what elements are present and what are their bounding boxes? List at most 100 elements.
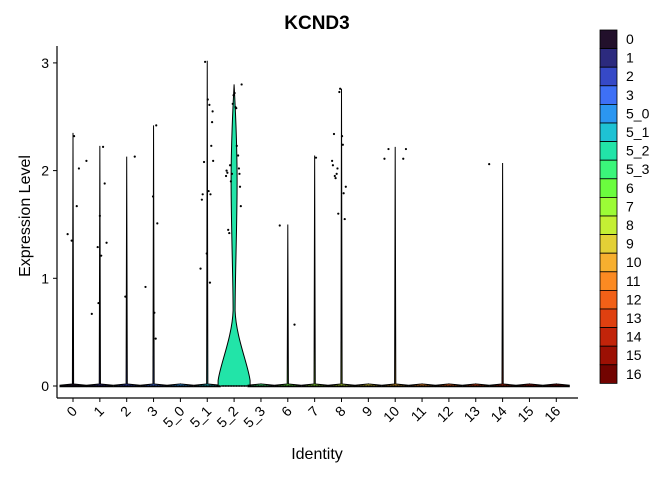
zero-point	[140, 385, 143, 387]
data-point	[153, 311, 156, 314]
zero-point	[109, 385, 112, 387]
x-tick-label: 5_0	[160, 403, 188, 431]
zero-point	[460, 385, 462, 387]
zero-point	[562, 385, 565, 387]
zero-point	[344, 385, 347, 387]
zero-point	[230, 385, 233, 387]
x-tick-label: 0	[63, 403, 80, 420]
zero-point	[553, 385, 555, 387]
zero-point	[175, 385, 178, 387]
zero-point	[341, 385, 344, 387]
data-point	[334, 177, 337, 180]
zero-point	[77, 385, 80, 387]
zero-point	[222, 385, 225, 387]
x-tick-label: 11	[408, 403, 430, 425]
violin-2	[113, 156, 141, 388]
zero-point	[532, 385, 535, 387]
data-point	[210, 144, 213, 147]
legend-swatch-6	[599, 178, 618, 198]
legend-label-1: 1	[626, 50, 634, 66]
legend-label-12: 12	[626, 291, 642, 307]
zero-point	[363, 385, 366, 387]
legend-swatch-10	[599, 252, 618, 273]
zero-point	[202, 385, 205, 387]
zero-point	[226, 385, 228, 387]
zero-point	[84, 385, 86, 387]
zero-point	[117, 385, 119, 387]
zero-point	[207, 385, 209, 387]
legend-swatch-14	[599, 327, 618, 347]
zero-point	[502, 385, 505, 387]
zero-point	[403, 385, 405, 387]
zero-point	[352, 385, 355, 387]
zero-point	[64, 385, 67, 387]
y-tick-label: 1	[41, 270, 49, 286]
zero-point	[303, 385, 306, 387]
zero-point	[426, 385, 429, 387]
zero-point	[439, 385, 441, 387]
legend-swatch-5_0	[599, 104, 618, 124]
zero-point	[508, 385, 511, 387]
zero-point	[232, 385, 235, 387]
zero-point	[538, 385, 541, 387]
zero-point	[99, 385, 102, 387]
zero-point	[170, 385, 173, 387]
data-point	[338, 90, 341, 94]
data-point	[278, 224, 281, 227]
data-point	[233, 91, 236, 95]
zero-point	[522, 385, 525, 387]
zero-point	[346, 385, 348, 387]
zero-point	[472, 385, 475, 387]
legend-swatch-5_1	[599, 122, 618, 143]
zero-point	[423, 385, 426, 387]
zero-point	[309, 385, 312, 387]
data-point	[208, 103, 211, 107]
zero-point	[379, 385, 382, 387]
zero-point	[480, 385, 483, 387]
zero-point	[229, 385, 232, 387]
data-point	[336, 167, 339, 170]
zero-point	[102, 385, 105, 387]
zero-point	[264, 385, 266, 387]
data-point	[228, 164, 232, 167]
zero-point	[68, 385, 70, 387]
data-point	[105, 241, 108, 244]
data-point	[314, 156, 318, 159]
zero-point	[455, 385, 457, 387]
zero-point	[361, 385, 364, 387]
zero-point	[554, 385, 557, 387]
zero-point	[215, 385, 217, 387]
zero-point	[133, 385, 135, 387]
zero-point	[189, 385, 192, 387]
zero-point	[537, 385, 540, 387]
zero-point	[556, 385, 558, 387]
zero-point	[507, 385, 510, 387]
data-point	[210, 121, 214, 124]
zero-point	[60, 385, 62, 387]
zero-point	[412, 385, 415, 387]
zero-point	[351, 385, 353, 387]
zero-point	[534, 385, 536, 387]
legend-swatch-11	[599, 271, 618, 291]
zero-point	[177, 385, 179, 387]
zero-point	[336, 385, 339, 387]
zero-point	[172, 385, 175, 387]
zero-point	[320, 385, 323, 387]
zero-point	[74, 385, 77, 387]
zero-point	[543, 385, 546, 387]
violin-10	[381, 146, 409, 388]
x-tick-label: 15	[514, 403, 536, 425]
zero-point	[76, 385, 78, 387]
zero-point	[158, 385, 161, 387]
zero-point	[281, 385, 284, 387]
zero-point	[210, 385, 213, 387]
zero-point	[113, 385, 116, 387]
zero-point	[565, 385, 568, 387]
y-tick-label: 2	[41, 163, 49, 179]
zero-point	[257, 385, 260, 387]
x-tick-label: 7	[305, 403, 322, 420]
legend-label-8: 8	[626, 217, 634, 233]
data-point	[340, 135, 344, 138]
zero-point	[173, 385, 176, 387]
zero-point	[374, 385, 377, 387]
